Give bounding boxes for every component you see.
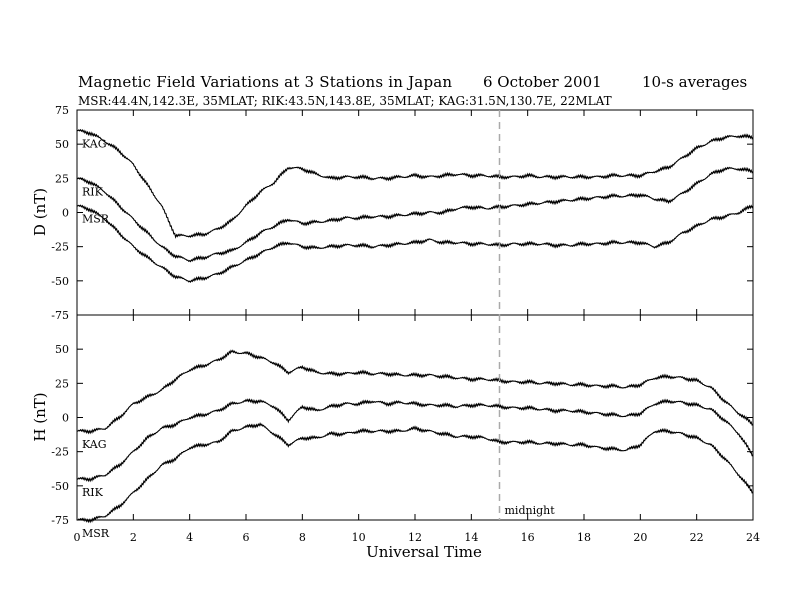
d-panel-ylabel: D (nT) xyxy=(31,188,49,236)
h-panel-frame xyxy=(76,314,754,521)
station-label-msr: MSR xyxy=(82,527,110,540)
x-tick-label: 0 xyxy=(74,531,81,544)
station-label-rik: RIK xyxy=(82,486,104,499)
y-tick-label: -50 xyxy=(51,480,69,493)
d-panel-station-labels: KAG RIK MSR xyxy=(82,138,110,226)
h-panel: H (nT) -75 -50 -25 0 25 50 KAG RIK MSR xyxy=(31,314,754,540)
station-label-kag: KAG xyxy=(82,138,107,151)
y-tick-label: -25 xyxy=(51,241,69,254)
x-tick-label: 18 xyxy=(577,531,591,544)
d-panel: D (nT) -75 -50 -25 0 25 50 75 KAG RIK MSR xyxy=(31,104,754,322)
x-axis-ticks: 0 2 4 6 8 10 12 14 16 18 20 22 24 xyxy=(74,531,761,544)
h-panel-traces xyxy=(76,349,754,524)
midnight-label: midnight xyxy=(505,504,556,517)
x-tick-label: 2 xyxy=(130,531,137,544)
x-tick-label: 10 xyxy=(352,531,366,544)
y-tick-label: -50 xyxy=(51,275,69,288)
y-tick-label: 25 xyxy=(55,172,69,185)
x-tick-label: 16 xyxy=(521,531,535,544)
x-tick-label: 20 xyxy=(633,531,647,544)
x-tick-label: 12 xyxy=(408,531,422,544)
station-label-msr: MSR xyxy=(82,213,110,226)
y-tick-label: -75 xyxy=(51,309,69,322)
h-panel-ylabel: H (nT) xyxy=(31,392,49,441)
h-panel-ticks: -75 -50 -25 0 25 50 xyxy=(51,315,754,527)
trace-msr xyxy=(76,204,754,283)
trace-rik xyxy=(76,398,754,483)
x-tick-label: 4 xyxy=(186,531,193,544)
x-axis-label: Universal Time xyxy=(366,543,482,561)
station-label-rik: RIK xyxy=(82,185,104,198)
y-tick-label: 0 xyxy=(62,207,69,220)
chart-date: 6 October 2001 xyxy=(483,73,602,91)
y-tick-label: 75 xyxy=(55,104,69,117)
d-panel-traces xyxy=(76,128,754,283)
x-tick-label: 22 xyxy=(690,531,704,544)
x-tick-label: 8 xyxy=(299,531,306,544)
y-tick-label: -75 xyxy=(51,514,69,527)
trace-msr xyxy=(76,422,754,524)
x-tick-label: 14 xyxy=(464,531,478,544)
station-coordinates: MSR:44.4N,142.3E, 35MLAT; RIK:43.5N,143.… xyxy=(78,94,612,108)
x-tick-label: 24 xyxy=(746,531,760,544)
trace-kag xyxy=(76,349,754,435)
d-panel-ticks: -75 -50 -25 0 25 50 75 xyxy=(51,104,754,322)
y-tick-label: 50 xyxy=(55,343,69,356)
y-tick-label: 25 xyxy=(55,377,69,390)
trace-rik xyxy=(76,166,754,263)
y-tick-label: -25 xyxy=(51,446,69,459)
x-tick-label: 6 xyxy=(243,531,250,544)
station-label-kag: KAG xyxy=(82,438,107,451)
y-tick-label: 0 xyxy=(62,412,69,425)
chart-title: Magnetic Field Variations at 3 Stations … xyxy=(78,73,453,91)
h-panel-station-labels: KAG RIK MSR xyxy=(82,438,110,540)
trace-kag xyxy=(76,128,754,239)
chart-averaging: 10-s averages xyxy=(642,73,748,91)
y-tick-label: 50 xyxy=(55,138,69,151)
